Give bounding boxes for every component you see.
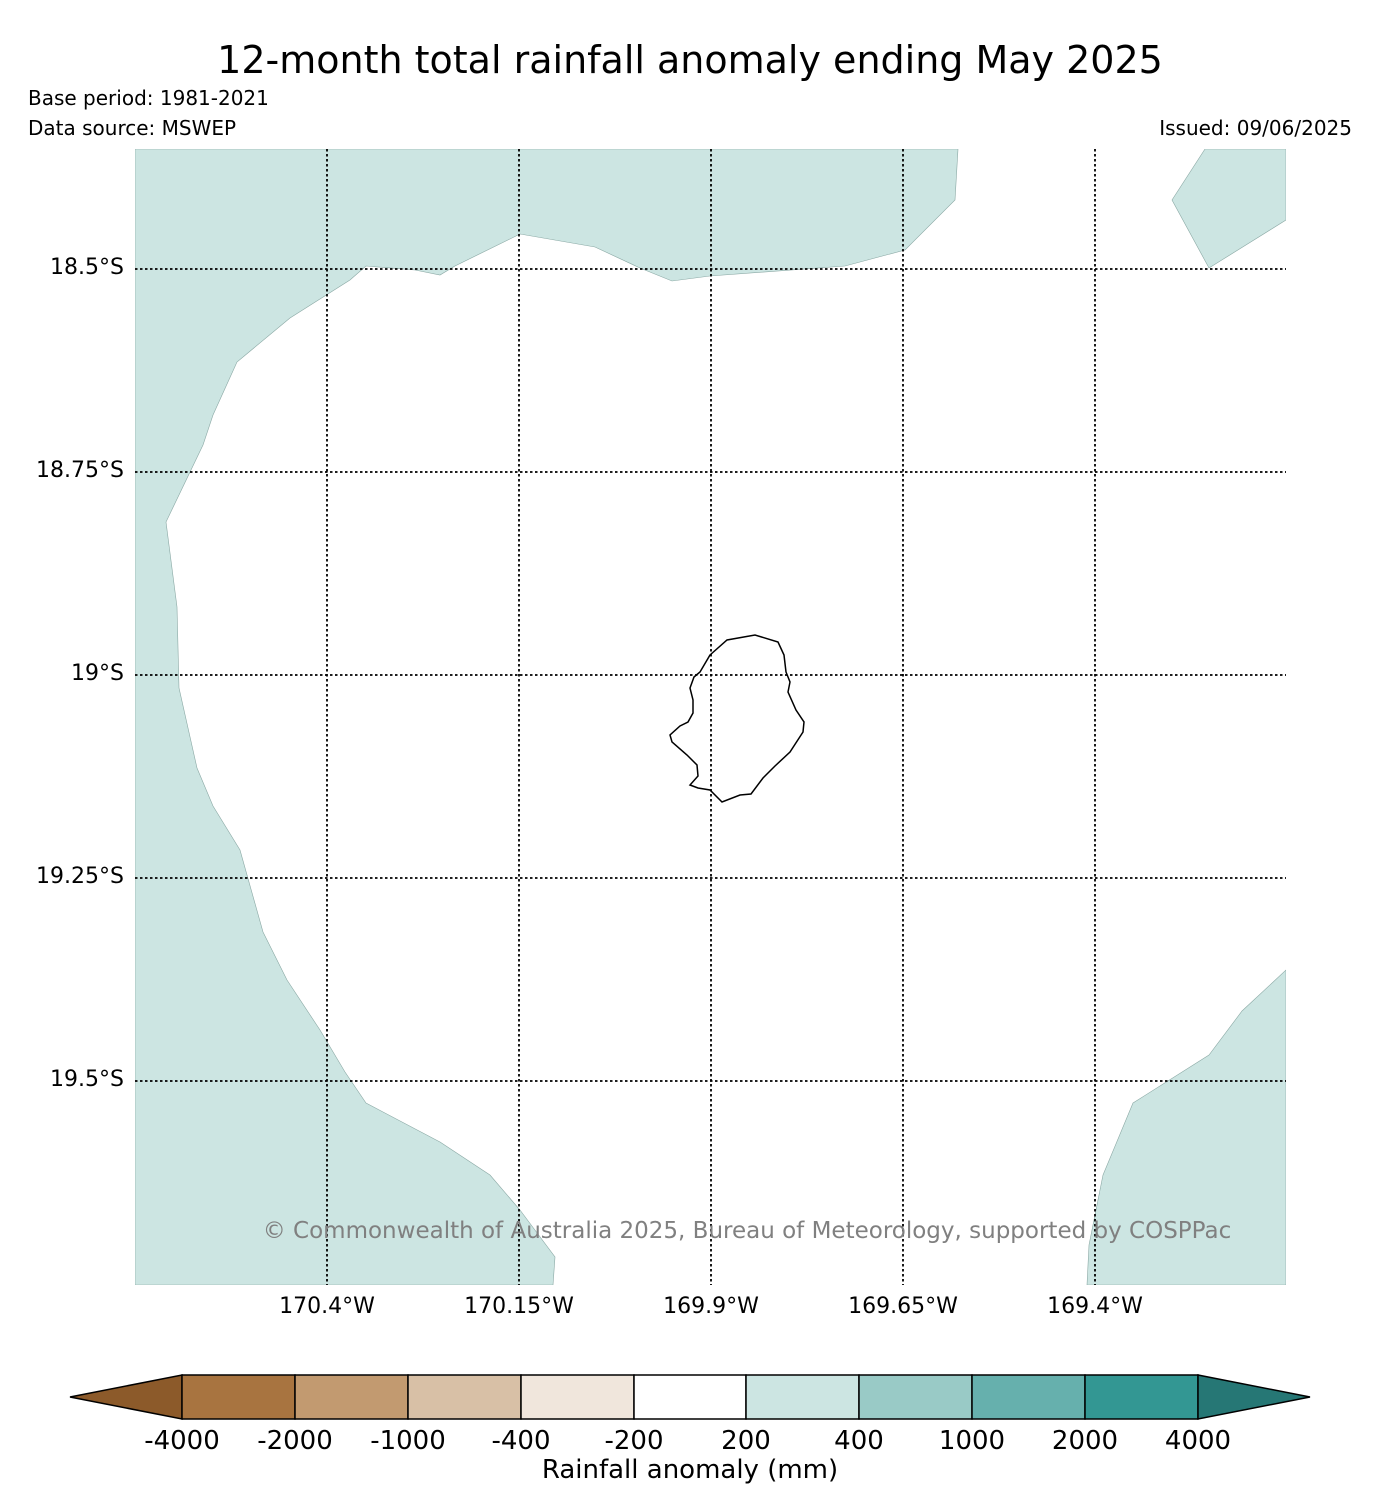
colorbar-tick: 400 <box>834 1426 884 1456</box>
anomaly-region-west-north <box>135 149 959 1285</box>
island-coastline <box>669 634 805 803</box>
colorbar-segment-5 <box>633 1374 747 1420</box>
lat-label-18-5: 18.5°S <box>50 255 124 280</box>
colorbar-segment-4 <box>520 1374 635 1420</box>
lon-label-169-65: 169.65°W <box>848 1294 958 1319</box>
colorbar-tick: 200 <box>721 1426 771 1456</box>
colorbar-tick: 4000 <box>1164 1426 1232 1456</box>
issued-date-text: Issued: 09/06/2025 <box>1159 116 1352 140</box>
colorbar-segment-3 <box>407 1374 522 1420</box>
colorbar-tick: 1000 <box>938 1426 1006 1456</box>
colorbar-tick: -400 <box>491 1426 551 1456</box>
colorbar-segment-8 <box>971 1374 1086 1420</box>
graticule <box>135 149 1286 1285</box>
colorbar <box>69 1374 1311 1420</box>
lon-label-170-4: 170.4°W <box>279 1294 375 1319</box>
colorbar-extend-high <box>1197 1374 1311 1420</box>
lat-label-19: 19°S <box>71 661 124 686</box>
lon-label-169-4: 169.4°W <box>1047 1294 1143 1319</box>
colorbar-tick: -2000 <box>257 1426 333 1456</box>
colorbar-tick: -4000 <box>144 1426 220 1456</box>
data-source-text: Data source: MSWEP <box>28 116 237 140</box>
copyright-notice: © Commonwealth of Australia 2025, Bureau… <box>262 1218 1232 1244</box>
map-title: 12-month total rainfall anomaly ending M… <box>217 38 1163 82</box>
colorbar-segment-6 <box>745 1374 860 1420</box>
colorbar-segment-7 <box>858 1374 973 1420</box>
colorbar-segment-2 <box>294 1374 409 1420</box>
colorbar-tick: 2000 <box>1051 1426 1119 1456</box>
colorbar-label: Rainfall anomaly (mm) <box>541 1455 839 1485</box>
map-panel <box>135 149 1286 1285</box>
colorbar-segment-9 <box>1084 1374 1199 1420</box>
lat-label-19-5: 19.5°S <box>50 1067 124 1092</box>
base-period-text: Base period: 1981-2021 <box>28 86 269 110</box>
anomaly-region-southeast <box>1086 969 1286 1285</box>
colorbar-extend-low <box>69 1374 183 1420</box>
colorbar-segment-1 <box>181 1374 296 1420</box>
lon-label-169-9: 169.9°W <box>663 1294 759 1319</box>
lat-label-18-75: 18.75°S <box>36 458 124 483</box>
lon-label-170-15: 170.15°W <box>464 1294 574 1319</box>
colorbar-tick: -200 <box>604 1426 664 1456</box>
lat-label-19-25: 19.25°S <box>36 864 124 889</box>
anomaly-region-northeast <box>1171 149 1286 269</box>
colorbar-tick: -1000 <box>370 1426 446 1456</box>
